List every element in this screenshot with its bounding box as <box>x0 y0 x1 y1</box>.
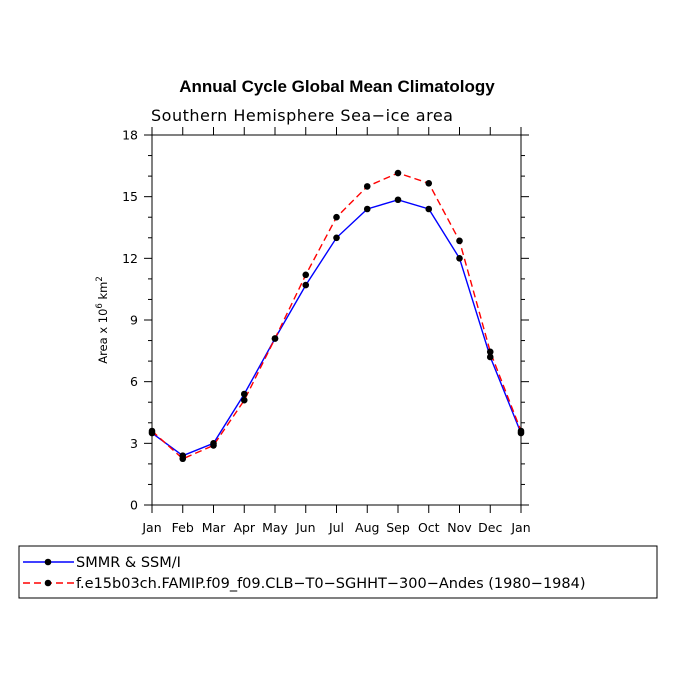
x-axis: Jan Feb Mar Apr May Jun Jul Aug Sep Oct Nov Dec Jan <box>141 127 531 535</box>
legend-marker-obs <box>44 558 52 566</box>
legend-box <box>18 545 658 599</box>
data-point-model <box>333 213 340 221</box>
x-tick-label: Nov <box>447 520 472 535</box>
series-layer <box>148 169 525 463</box>
legend-marker-model <box>44 579 52 587</box>
x-tick-label: Mar <box>202 520 226 535</box>
y-tick-label: 9 <box>130 313 138 328</box>
x-tick-label: Jul <box>328 520 344 535</box>
y-tick-label: 3 <box>130 436 138 451</box>
data-point-model <box>456 237 463 245</box>
y-tick-label: 18 <box>122 128 138 143</box>
x-tick-label: Dec <box>478 520 502 535</box>
data-point-model <box>517 427 525 435</box>
data-point-model <box>271 335 279 342</box>
x-tick-label: Jan <box>510 520 530 535</box>
data-point-model <box>210 442 217 449</box>
data-point-obs <box>333 234 340 242</box>
data-point-model <box>302 271 310 279</box>
chart-subtitle: Southern Hemisphere Sea−ice area <box>151 106 453 125</box>
legend: SMMR & SSM/I f.e15b03ch.FAMIP.f09_f09.CL… <box>18 545 658 599</box>
x-tick-label: Aug <box>355 520 379 535</box>
y-tick-label: 15 <box>122 189 138 204</box>
x-tick-label: Apr <box>233 520 255 535</box>
x-tick-label: Feb <box>172 520 194 535</box>
data-point-obs <box>363 205 371 213</box>
data-point-obs <box>302 281 310 289</box>
data-point-obs <box>425 205 433 213</box>
data-point-model <box>179 455 187 463</box>
data-point-model <box>363 183 371 190</box>
data-point-obs <box>486 353 494 361</box>
data-point-obs <box>240 390 248 398</box>
x-tick-label: Oct <box>418 520 440 535</box>
plot-frame <box>151 134 522 506</box>
x-tick-label: May <box>262 520 288 535</box>
data-point-model <box>240 396 248 404</box>
y-axis: 0 3 6 9 12 15 18 <box>122 128 529 513</box>
chart-title: Annual Cycle Global Mean Climatology <box>179 77 495 96</box>
data-point-model <box>425 180 433 187</box>
data-point-model <box>394 169 402 177</box>
data-point-model <box>486 348 494 356</box>
data-point-model <box>148 427 156 435</box>
x-tick-label: Sep <box>386 520 410 535</box>
x-tick-label: Jun <box>295 520 316 535</box>
legend-label-obs: SMMR & SSM/I <box>76 555 181 571</box>
x-tick-label: Jan <box>141 520 161 535</box>
data-point-obs <box>456 255 463 262</box>
y-tick-label: 6 <box>130 374 138 389</box>
y-tick-label: 0 <box>130 498 138 513</box>
y-tick-label: 12 <box>122 251 138 266</box>
legend-label-model: f.e15b03ch.FAMIP.f09_f09.CLB−T0−SGHHT−30… <box>76 576 586 592</box>
y-axis-label: Area x 106 km2 <box>95 276 110 364</box>
data-point-obs <box>394 196 402 204</box>
